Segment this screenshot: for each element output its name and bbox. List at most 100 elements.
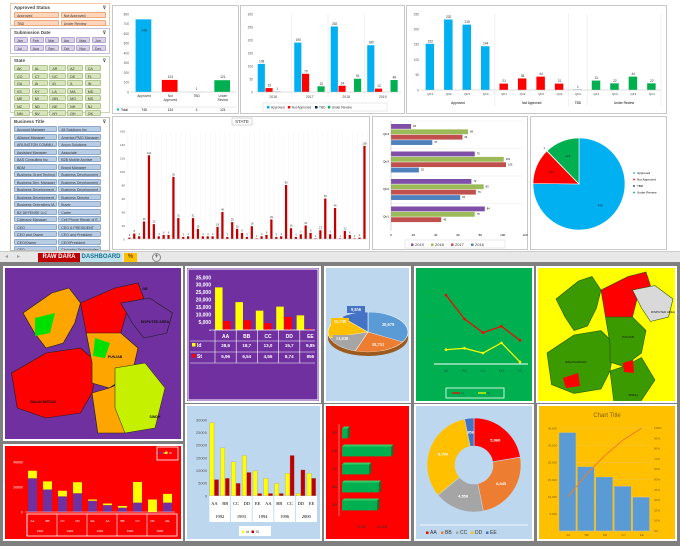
slicer-item[interactable]: Business Director <box>58 193 101 200</box>
slicer-item[interactable]: Business Development ... <box>58 186 101 192</box>
slicer-item[interactable]: Jan <box>14 37 29 43</box>
slicer-item[interactable]: CT <box>31 72 48 79</box>
slicer-item[interactable]: Brand Manager <box>58 163 101 170</box>
slicer-item[interactable]: AR <box>49 65 66 71</box>
slicer-item[interactable]: IN <box>84 80 101 86</box>
slicer-item[interactable]: KS <box>14 87 31 94</box>
x-category-label: EE <box>309 501 315 506</box>
slicer-item[interactable]: LA <box>49 87 66 94</box>
slicer-item[interactable]: Nov <box>76 44 91 51</box>
slicer-item[interactable]: All Solutions Inc <box>58 126 101 132</box>
slicer-item[interactable]: Business Development ... <box>14 193 57 200</box>
slicer-item[interactable]: Oct <box>60 44 75 51</box>
slicer-item[interactable]: TBD <box>14 19 60 26</box>
slicer-item[interactable]: MA <box>67 87 84 94</box>
slicer-item[interactable]: OK <box>84 110 101 116</box>
slicer-item[interactable]: Business Grant Technol... <box>14 171 57 177</box>
slicer-item[interactable]: NV <box>31 110 48 116</box>
slicer-item[interactable]: Alliance Manager <box>14 133 57 140</box>
slicer-item[interactable]: Cell Phone Repair of E... <box>58 216 101 222</box>
slicer-item[interactable]: ND <box>31 102 48 109</box>
slicer-item[interactable]: May <box>76 37 91 43</box>
slicer-item[interactable]: KY <box>31 87 48 94</box>
bar <box>201 236 204 239</box>
data-label: 83 <box>486 184 489 188</box>
slicer-item[interactable]: ID <box>49 80 66 86</box>
slicer-item[interactable]: NE <box>49 102 66 109</box>
tab-scroll-right-icon[interactable]: ▸ <box>17 254 21 260</box>
slicer-item[interactable]: ME <box>14 95 31 101</box>
slicer-item[interactable]: OH <box>67 110 84 116</box>
slicer-item[interactable]: Business Development ... <box>14 186 57 192</box>
slicer-item[interactable]: DE <box>67 72 84 79</box>
tab-scroll-left-icon[interactable]: ◂ <box>5 254 9 260</box>
slicer-item[interactable]: CO <box>14 72 31 79</box>
slicer-item[interactable]: Business Development ... <box>58 171 101 177</box>
slicer-item[interactable]: MI <box>31 95 48 101</box>
slicer-item[interactable]: CEO/Owner <box>14 238 57 245</box>
slicer-item[interactable]: NC <box>14 102 31 109</box>
slicer-item[interactable]: Assistant Manager <box>14 148 57 155</box>
add-sheet-button[interactable]: + <box>152 253 161 262</box>
slicer-item[interactable]: BZ DEFENSE LLC <box>14 208 57 215</box>
slicer-item[interactable]: AK <box>14 65 31 71</box>
y-tick-label: 25,000 <box>427 302 437 306</box>
slicer-item[interactable]: Business Development ... <box>58 178 101 185</box>
x-category-label: Qtr1 <box>427 92 433 96</box>
tab-percent[interactable]: % <box>124 253 137 262</box>
slicer-item[interactable]: ARLINGTON COMMU... <box>14 141 57 147</box>
slicer-item[interactable]: NJ <box>84 102 101 109</box>
slicer-item[interactable]: America PMO Manager <box>58 133 101 140</box>
slicer-item[interactable]: AL <box>31 65 48 71</box>
tab-dashboard[interactable]: DASHBOARD <box>80 253 122 262</box>
slicer-item[interactable]: CA <box>84 65 101 71</box>
slicer-item[interactable]: Buyer <box>58 201 101 207</box>
slicer-item[interactable]: Jul <box>14 44 29 51</box>
slicer-item[interactable]: Dec <box>91 44 106 51</box>
slicer-item[interactable]: Apr <box>60 37 75 43</box>
slicer-item[interactable]: Feb <box>29 37 44 43</box>
slicer-item[interactable]: NY <box>49 110 66 116</box>
slicer-item[interactable]: BAS Consulting Inc <box>14 156 57 162</box>
clear-filter-icon[interactable]: ⊽ <box>102 5 106 10</box>
slicer-item[interactable]: Changing Technologies... <box>58 246 101 250</box>
slicer-item[interactable]: IL <box>67 80 84 86</box>
slicer-item[interactable]: NH <box>67 102 84 109</box>
slicer-item[interactable]: MN <box>49 95 66 101</box>
tab-raw-dara[interactable]: RAW DARA <box>38 253 80 262</box>
clear-filter-icon[interactable]: ⊽ <box>102 58 106 63</box>
slicer-item[interactable]: Category Manager <box>14 216 57 222</box>
slicer-item[interactable]: CEO and Owner <box>14 231 57 237</box>
slicer-item[interactable]: MS <box>84 95 101 101</box>
slicer-item[interactable]: Under Review <box>60 19 106 26</box>
slicer-item[interactable]: Jun <box>91 37 106 43</box>
slicer-item[interactable]: CEO and President <box>58 231 101 237</box>
slicer-item[interactable]: Mar <box>45 37 60 43</box>
slicer-item[interactable]: Business Operations M... <box>14 201 57 207</box>
slicer-item[interactable]: Sep <box>45 44 60 51</box>
slicer-item[interactable]: Arcon Solutions <box>58 141 101 147</box>
slicer-item[interactable]: Business Dev. Manager <box>14 178 57 185</box>
slicer-item[interactable]: NM <box>14 110 31 116</box>
clear-filter-icon[interactable]: ⊽ <box>102 30 106 35</box>
slicer-item[interactable]: FL <box>84 72 101 79</box>
clear-filter-icon[interactable]: ⊽ <box>102 119 106 124</box>
slicer-item[interactable]: MD <box>84 87 101 94</box>
slicer-item[interactable]: Approved <box>14 12 60 18</box>
slicer-item[interactable]: Associate <box>58 148 101 155</box>
slicer-item[interactable]: AZ <box>67 65 84 71</box>
slicer-item[interactable]: Not Approved <box>60 12 106 18</box>
slicer-item[interactable]: DC <box>49 72 66 79</box>
slicer-item[interactable]: CFO <box>14 246 57 250</box>
slicer-item[interactable]: Account Manager <box>14 126 57 132</box>
slicer-item[interactable]: CEO <box>14 223 57 230</box>
slicer-item[interactable]: CEO & PRESIDENT <box>58 223 101 230</box>
slicer-item[interactable]: BDM <box>14 163 57 170</box>
slicer-item[interactable]: IA <box>31 80 48 86</box>
slicer-item[interactable]: MO <box>67 95 84 101</box>
slicer-item[interactable]: Aug <box>29 44 44 51</box>
slicer-item[interactable]: Cadre <box>58 208 101 215</box>
slicer-item[interactable]: CEO/President <box>58 238 101 245</box>
slicer-item[interactable]: B2B Mobile Archive <box>58 156 101 162</box>
slicer-item[interactable]: GA <box>14 80 31 86</box>
